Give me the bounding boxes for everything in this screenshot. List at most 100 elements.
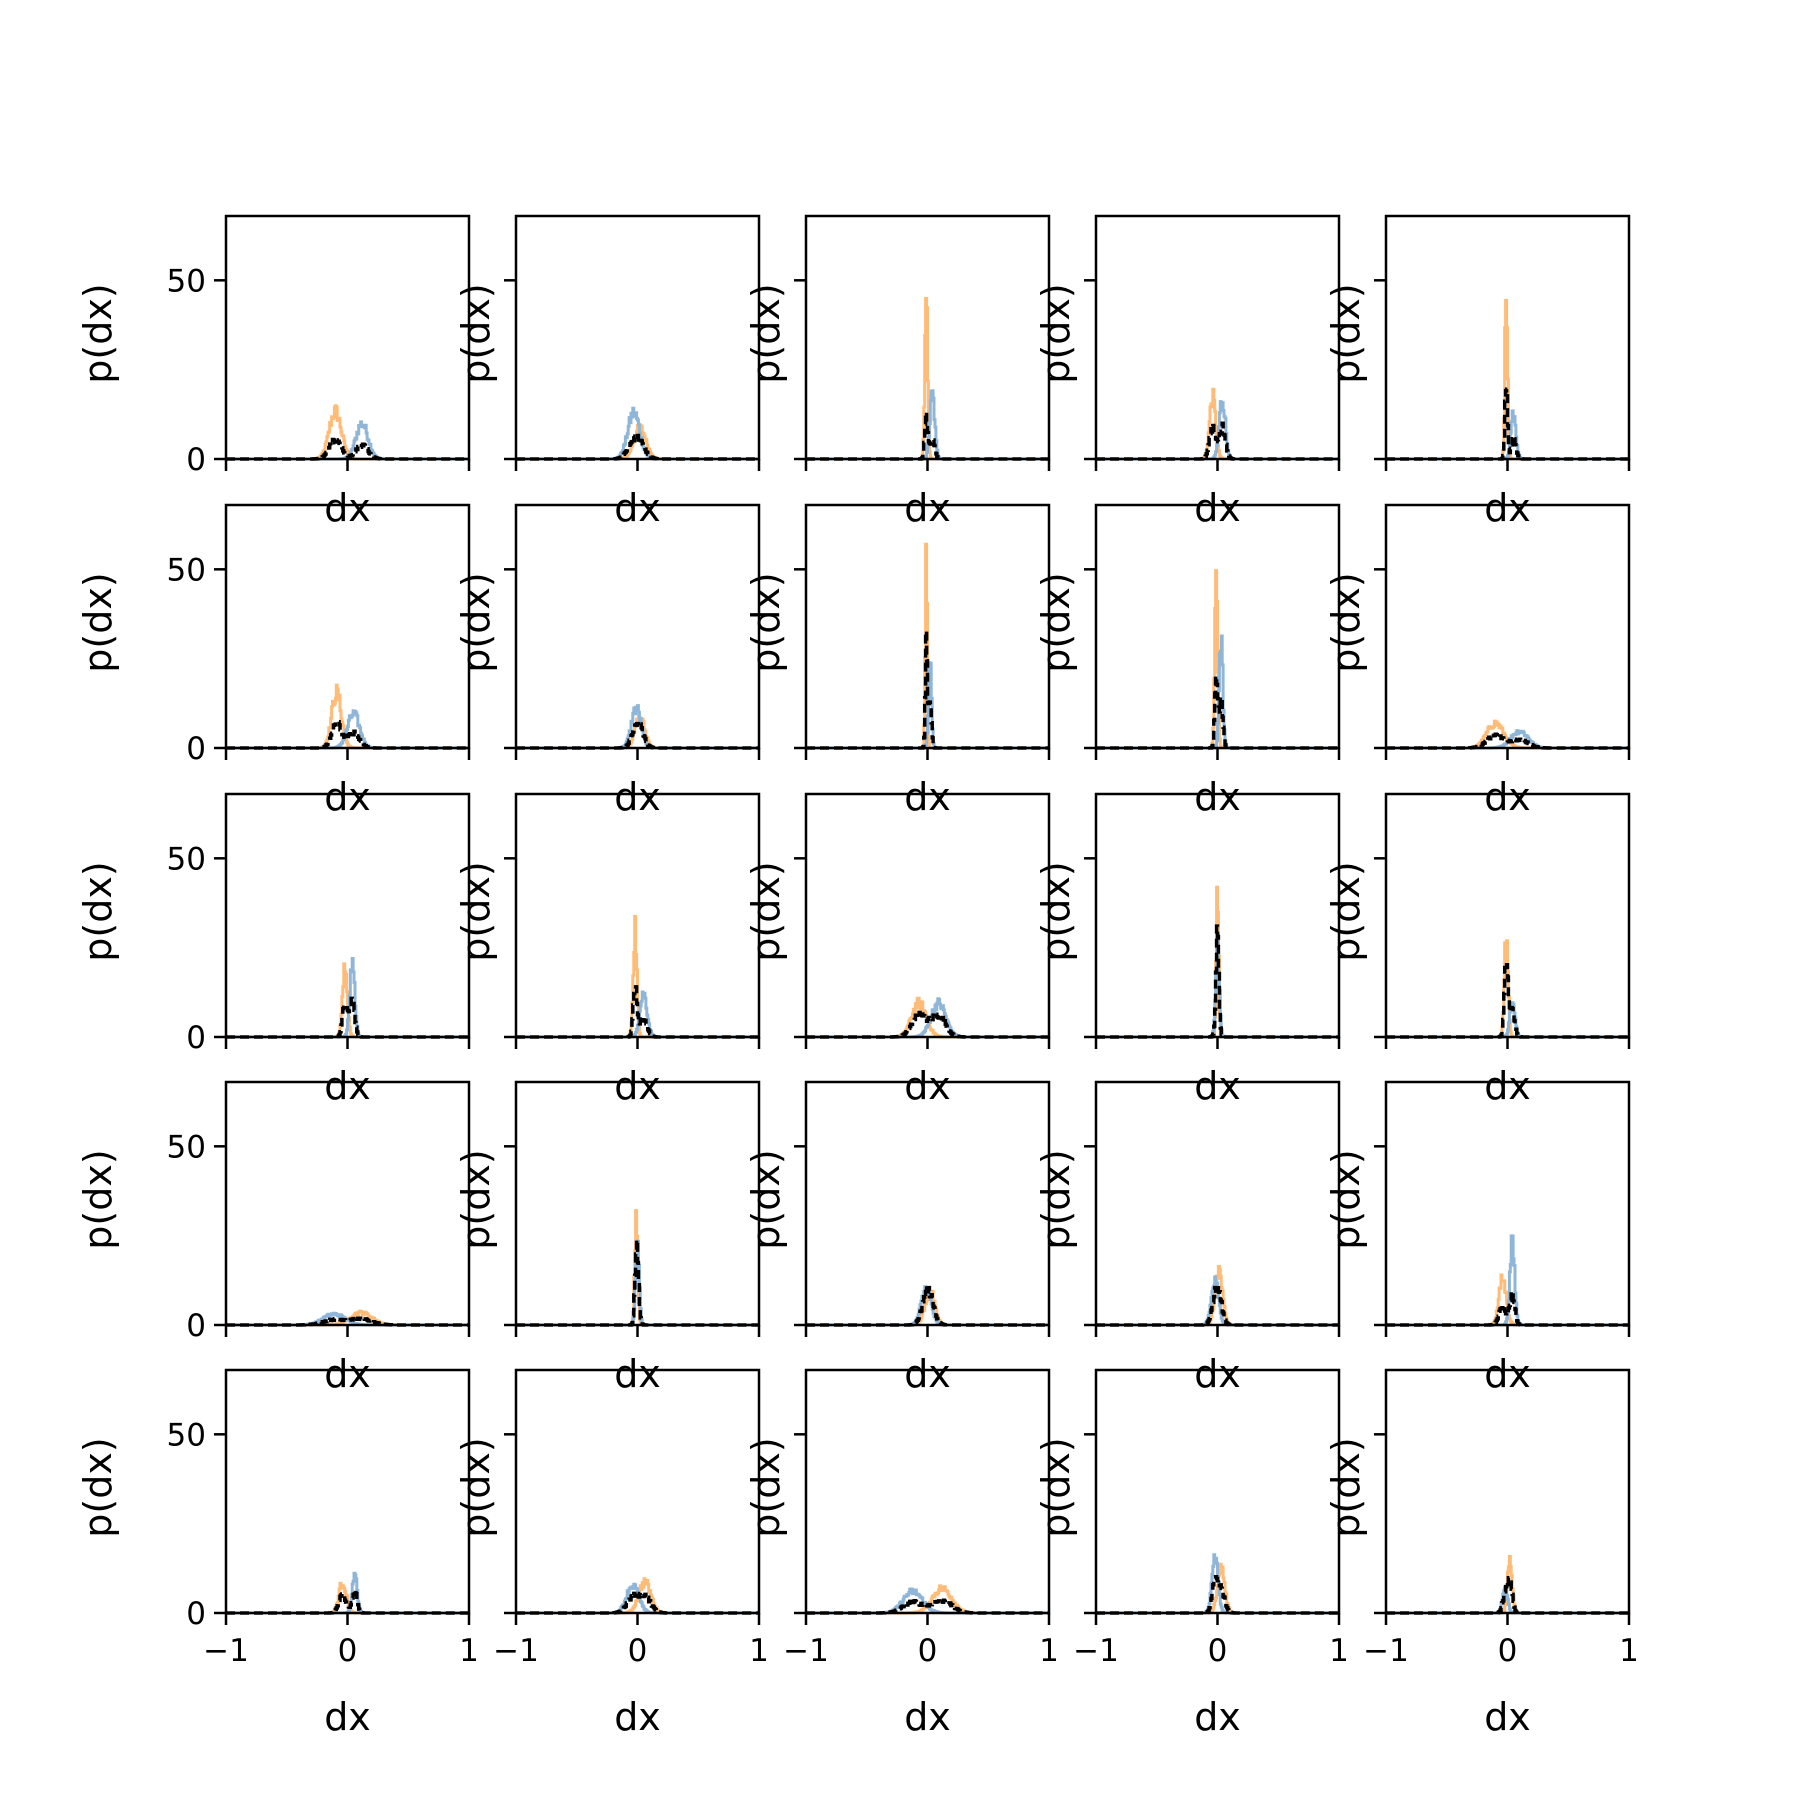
blue-histogram bbox=[806, 1587, 1049, 1615]
y-tick-label: 0 bbox=[186, 1020, 206, 1056]
subplot-5-5: −1 0 1 dx p(dx) bbox=[1324, 1368, 1639, 1739]
y-axis-label: p(dx) bbox=[1324, 572, 1368, 672]
x-axis-label: dx bbox=[614, 486, 661, 530]
x-axis-label: dx bbox=[1194, 1064, 1241, 1108]
x-axis-label: dx bbox=[1484, 486, 1531, 530]
x-tick-label: 1 bbox=[1329, 1633, 1349, 1669]
y-axis-label: p(dx) bbox=[454, 572, 498, 672]
x-axis-label: dx bbox=[324, 1352, 371, 1396]
combined-dashed-line bbox=[1096, 1284, 1339, 1327]
y-tick-label: 50 bbox=[167, 1417, 206, 1453]
y-axis-label: p(dx) bbox=[1324, 1437, 1368, 1537]
x-axis-label: dx bbox=[324, 775, 371, 819]
x-axis-label: dx bbox=[1484, 1352, 1531, 1396]
subplot-1-4: dx p(dx) bbox=[1034, 214, 1341, 530]
x-tick-label: 1 bbox=[459, 1633, 479, 1669]
y-tick-label: 0 bbox=[186, 731, 206, 767]
y-axis-label: p(dx) bbox=[744, 283, 788, 383]
subplot-4-1: 0 50 dx p(dx) bbox=[76, 1080, 471, 1396]
y-axis-label: p(dx) bbox=[76, 861, 120, 961]
subplot-1-3: dx p(dx) bbox=[744, 214, 1051, 530]
subplot-2-3: dx p(dx) bbox=[744, 503, 1051, 819]
combined-dashed-line bbox=[806, 1285, 1049, 1327]
x-axis-label: dx bbox=[904, 1352, 951, 1396]
y-axis-label: p(dx) bbox=[1034, 283, 1078, 383]
subplot-4-4: dx p(dx) bbox=[1034, 1080, 1341, 1396]
subplot-5-4: −1 0 1 dx p(dx) bbox=[1034, 1368, 1349, 1739]
axes-frame bbox=[1384, 792, 1631, 1039]
orange-histogram bbox=[806, 297, 1049, 461]
axes-frame bbox=[1384, 503, 1631, 750]
subplot-1-2: dx p(dx) bbox=[454, 214, 761, 530]
x-tick-label: 0 bbox=[918, 1633, 938, 1669]
x-tick-label: −1 bbox=[1073, 1633, 1119, 1669]
x-axis-label: dx bbox=[1484, 775, 1531, 819]
axes-frame bbox=[224, 1368, 471, 1615]
x-tick-label: 1 bbox=[749, 1633, 769, 1669]
x-axis-label: dx bbox=[904, 486, 951, 530]
subplot-5-3: −1 0 1 dx p(dx) bbox=[744, 1368, 1059, 1739]
x-tick-label: −1 bbox=[203, 1633, 249, 1669]
subplot-2-2: dx p(dx) bbox=[454, 503, 761, 819]
y-axis-label: p(dx) bbox=[744, 861, 788, 961]
blue-histogram bbox=[1386, 1001, 1629, 1039]
orange-histogram bbox=[516, 423, 759, 461]
axes-frame bbox=[1094, 214, 1341, 461]
axes-frame bbox=[804, 792, 1051, 1039]
y-axis-label: p(dx) bbox=[454, 1437, 498, 1537]
y-axis-label: p(dx) bbox=[454, 861, 498, 961]
y-axis-label: p(dx) bbox=[76, 283, 120, 383]
x-axis-label: dx bbox=[1194, 486, 1241, 530]
y-axis-label: p(dx) bbox=[454, 283, 498, 383]
y-axis-label: p(dx) bbox=[1324, 861, 1368, 961]
subplot-2-5: dx p(dx) bbox=[1324, 503, 1631, 819]
orange-histogram bbox=[516, 713, 759, 750]
y-axis-label: p(dx) bbox=[76, 572, 120, 672]
combined-dashed-line bbox=[1096, 924, 1339, 1039]
subplot-1-1: 0 50 dx p(dx) bbox=[76, 214, 471, 530]
blue-histogram bbox=[1096, 1275, 1339, 1327]
axes-frame bbox=[1384, 1080, 1631, 1327]
orange-histogram bbox=[516, 1209, 759, 1327]
blue-histogram bbox=[1386, 1585, 1629, 1615]
combined-dashed-line bbox=[1386, 732, 1629, 750]
orange-histogram bbox=[226, 683, 469, 750]
y-tick-label: 50 bbox=[167, 1129, 206, 1165]
y-axis-label: p(dx) bbox=[454, 1149, 498, 1249]
combined-dashed-line bbox=[806, 1010, 1049, 1039]
x-tick-label: 0 bbox=[338, 1633, 358, 1669]
x-axis-label: dx bbox=[904, 775, 951, 819]
subplot-3-3: dx p(dx) bbox=[744, 792, 1051, 1108]
x-tick-label: 0 bbox=[1498, 1633, 1518, 1669]
subplot-2-1: 0 50 dx p(dx) bbox=[76, 503, 471, 819]
subplot-2-4: dx p(dx) bbox=[1034, 503, 1341, 819]
axes-frame bbox=[224, 503, 471, 750]
subplot-3-4: dx p(dx) bbox=[1034, 792, 1341, 1108]
y-tick-label: 0 bbox=[186, 1596, 206, 1632]
axes-frame bbox=[224, 1080, 471, 1327]
subplot-3-5: dx p(dx) bbox=[1324, 792, 1631, 1108]
axes-frame bbox=[224, 214, 471, 461]
subplot-3-2: dx p(dx) bbox=[454, 792, 761, 1108]
x-axis-label: dx bbox=[614, 1352, 661, 1396]
x-tick-label: 0 bbox=[628, 1633, 648, 1669]
x-tick-label: −1 bbox=[783, 1633, 829, 1669]
blue-histogram bbox=[226, 1311, 469, 1327]
y-axis-label: p(dx) bbox=[1034, 1437, 1078, 1537]
y-tick-label: 50 bbox=[167, 263, 206, 299]
x-axis-label: dx bbox=[614, 775, 661, 819]
orange-histogram bbox=[226, 404, 469, 461]
y-axis-label: p(dx) bbox=[744, 572, 788, 672]
y-axis-label: p(dx) bbox=[744, 1437, 788, 1537]
subplot-4-3: dx p(dx) bbox=[744, 1080, 1051, 1396]
x-axis-label: dx bbox=[904, 1695, 951, 1739]
x-axis-label: dx bbox=[1484, 1064, 1531, 1108]
x-axis-label: dx bbox=[614, 1064, 661, 1108]
y-axis-label: p(dx) bbox=[744, 1149, 788, 1249]
x-axis-label: dx bbox=[324, 1064, 371, 1108]
y-tick-label: 50 bbox=[167, 552, 206, 588]
subplot-1-5: dx p(dx) bbox=[1324, 214, 1631, 530]
y-axis-label: p(dx) bbox=[1324, 283, 1368, 383]
